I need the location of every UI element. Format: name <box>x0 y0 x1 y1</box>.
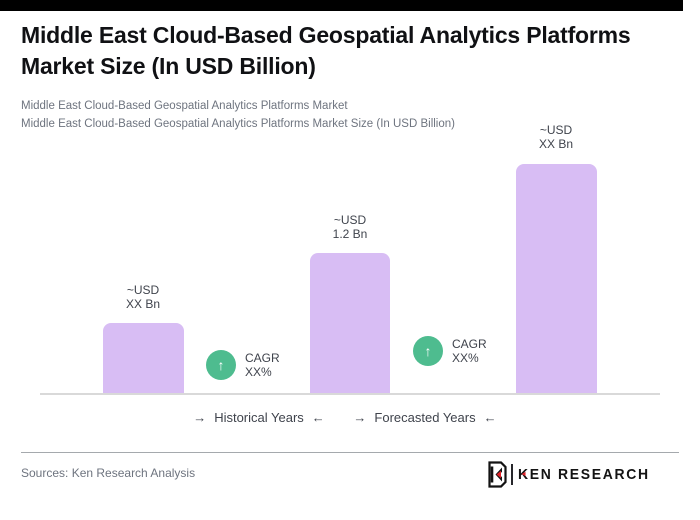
logo-separator <box>511 463 513 485</box>
footer-divider <box>21 452 679 453</box>
period-label-forecasted: → Forecasted Years ← <box>353 410 497 425</box>
page-title: Middle East Cloud-Based Geospatial Analy… <box>21 22 631 79</box>
cagr-label: CAGR XX% <box>245 351 280 379</box>
cagr-badge: ↑ <box>206 350 236 380</box>
logo-red-accent-icon: ◄ <box>520 470 527 478</box>
bar-value-label: ~USD XX Bn <box>125 283 161 311</box>
right-arrow-icon: → <box>353 410 367 425</box>
left-arrow-icon: ← <box>311 410 325 425</box>
market-bar-historical <box>103 323 184 394</box>
left-arrow-icon: ← <box>483 410 497 425</box>
cagr-label: CAGR XX% <box>452 337 487 365</box>
up-arrow-icon: ↑ <box>217 357 225 373</box>
sources-text: Sources: Ken Research Analysis <box>21 466 196 480</box>
market-bar-forecast <box>516 164 597 394</box>
top-black-bar <box>0 0 683 11</box>
subtitle-line-1: Middle East Cloud-Based Geospatial Analy… <box>21 100 348 112</box>
right-arrow-icon: → <box>193 410 207 425</box>
ken-research-logo: K ◄ EN RESEARCH <box>486 460 660 488</box>
logo-k-icon <box>488 460 507 488</box>
up-arrow-icon: ↑ <box>424 343 432 359</box>
market-bar-base <box>310 253 390 394</box>
chart-baseline <box>40 393 660 395</box>
period-label-historical: → Historical Years ← <box>193 410 325 425</box>
logo-text: K ◄ EN RESEARCH <box>518 465 650 483</box>
bar-value-label: ~USD 1.2 Bn <box>332 213 368 241</box>
cagr-badge: ↑ <box>413 336 443 366</box>
subtitle-line-2: Middle East Cloud-Based Geospatial Analy… <box>21 118 455 130</box>
bar-value-label: ~USD XX Bn <box>538 123 574 151</box>
